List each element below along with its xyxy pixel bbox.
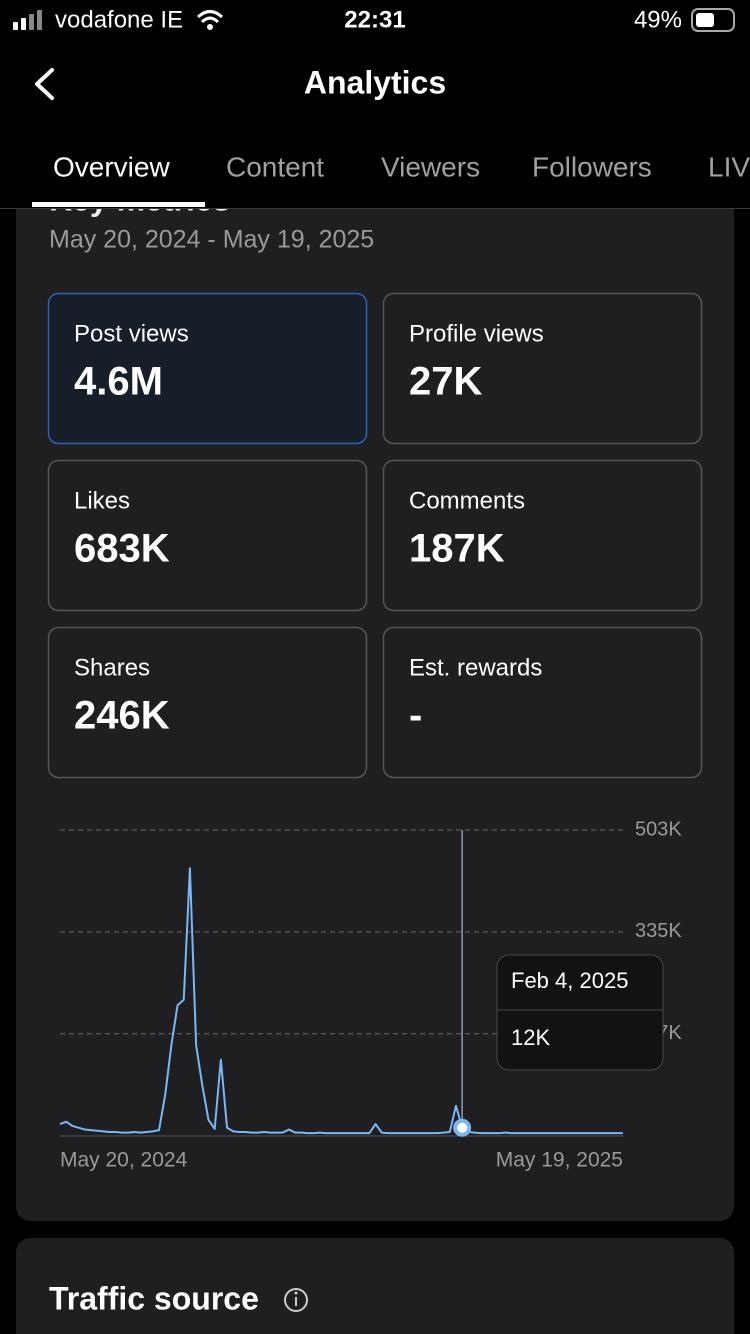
tooltip-date: Feb 4, 2025 xyxy=(511,968,628,993)
metric-value: 683K xyxy=(74,527,170,571)
tooltip-value: 12K xyxy=(511,1025,550,1050)
metric-label: Likes xyxy=(74,487,130,514)
wifi-dot xyxy=(207,24,213,30)
traffic-panel xyxy=(16,1238,734,1334)
metric-value: 187K xyxy=(409,527,505,571)
metric-label: Shares xyxy=(74,654,150,681)
tab[interactable]: Followers xyxy=(532,151,652,182)
tab[interactable]: Overview xyxy=(53,151,170,182)
battery-level xyxy=(696,13,714,27)
metric-label: Post views xyxy=(74,320,189,347)
header-bg xyxy=(0,0,750,208)
x-tick-label: May 20, 2024 xyxy=(60,1149,188,1172)
y-tick-label: 335K xyxy=(635,920,682,942)
tab[interactable]: Viewers xyxy=(381,151,480,182)
metric-value: 4.6M xyxy=(74,360,163,404)
info-icon-dot xyxy=(294,1291,298,1295)
tab[interactable]: Content xyxy=(226,151,324,182)
header-title: Analytics xyxy=(304,64,446,100)
x-tick-label: May 19, 2025 xyxy=(496,1149,623,1172)
metric-card[interactable] xyxy=(382,459,703,612)
metric-label: Comments xyxy=(409,487,525,514)
info-icon[interactable] xyxy=(284,1288,308,1312)
clock: 22:31 xyxy=(344,6,405,33)
metric-value: 246K xyxy=(74,694,170,738)
battery-text: 49% xyxy=(634,6,682,33)
wifi-icon xyxy=(196,10,224,24)
metric-card[interactable] xyxy=(47,626,368,779)
back-button[interactable] xyxy=(35,68,54,100)
metric-card[interactable] xyxy=(47,459,368,612)
metric-label: Profile views xyxy=(409,320,544,347)
tooltip xyxy=(496,954,664,1071)
traffic-title: Traffic source xyxy=(49,1280,259,1316)
carrier: vodafone IE xyxy=(55,6,183,33)
signal-icon xyxy=(13,10,42,30)
metric-value: - xyxy=(409,694,422,738)
metric-value: 27K xyxy=(409,360,482,404)
metric-card[interactable] xyxy=(47,292,368,445)
metric-card[interactable] xyxy=(382,292,703,445)
tab-bar: Overview Content Viewers Followers LIVE xyxy=(53,151,750,182)
data-line xyxy=(59,867,623,1135)
metric-cards: Post views 4.6M Profile views 27K Likes 683K C… xyxy=(47,292,703,779)
date-range: May 20, 2024 - May 19, 2025 xyxy=(49,226,374,254)
selected-point xyxy=(453,1118,472,1137)
battery-icon xyxy=(691,8,735,32)
metric-card[interactable] xyxy=(382,626,703,779)
tab-indicator xyxy=(32,202,205,207)
tab[interactable]: LIVE xyxy=(708,151,750,182)
y-tick-label: 503K xyxy=(635,818,682,840)
metric-label: Est. rewards xyxy=(409,654,542,681)
